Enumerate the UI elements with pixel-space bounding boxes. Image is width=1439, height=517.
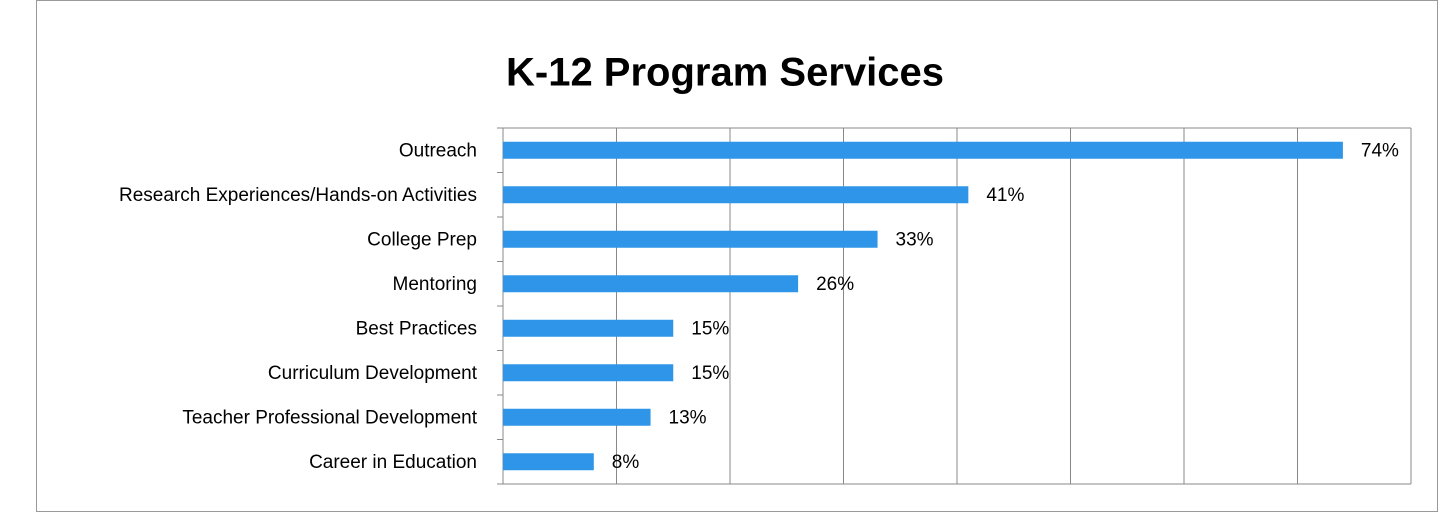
y-tick-label: Curriculum Development	[268, 363, 478, 384]
bar	[503, 453, 594, 471]
y-tick-label: College Prep	[367, 229, 477, 250]
bar	[503, 319, 674, 337]
chart-border	[36, 0, 1438, 512]
data-label: 74%	[1361, 140, 1399, 161]
chart-title: K-12 Program Services	[506, 51, 944, 95]
y-tick-label: Mentoring	[393, 274, 478, 295]
data-label: 15%	[691, 318, 729, 339]
data-label: 15%	[691, 363, 729, 384]
data-label: 13%	[669, 407, 707, 428]
data-label: 41%	[986, 185, 1024, 206]
y-tick-label: Best Practices	[356, 318, 477, 339]
bar	[503, 230, 878, 248]
y-tick-label: Career in Education	[309, 452, 477, 473]
bar	[503, 186, 969, 204]
bar	[503, 408, 651, 426]
bar	[503, 364, 674, 382]
bar	[503, 275, 799, 293]
bar	[503, 141, 1343, 159]
y-tick-label: Teacher Professional Development	[182, 407, 477, 428]
data-label: 8%	[612, 452, 640, 473]
data-label: 33%	[896, 229, 934, 250]
y-tick-label: Outreach	[399, 140, 477, 161]
data-label: 26%	[816, 274, 854, 295]
y-tick-label: Research Experiences/Hands-on Activities	[119, 185, 477, 206]
